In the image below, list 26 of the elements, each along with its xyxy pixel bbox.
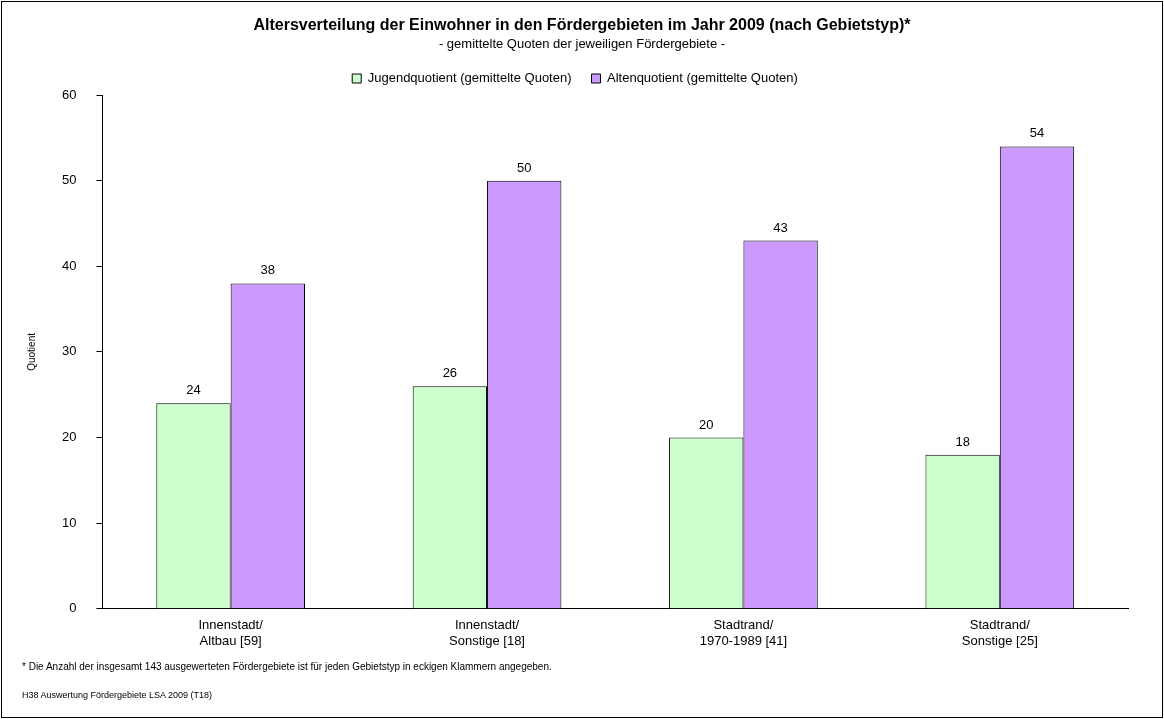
data-label: 54: [1029, 125, 1045, 141]
y-tick-label: 40: [61, 257, 77, 273]
x-tick-label: Stadtrand/ 1970-1989 [41]: [699, 617, 788, 648]
x-tick-label: Innenstadt/ Altbau [59]: [198, 617, 264, 648]
y-tick-label: 0: [69, 600, 77, 616]
legend-label: Jugendquotient (gemittelte Quoten): [367, 70, 572, 86]
data-label: 20: [699, 416, 714, 432]
legend-label: Altenquotient (gemittelte Quoten): [607, 70, 798, 86]
y-tick-label: 20: [61, 429, 77, 445]
chart-title: Altersverteilung der Einwohner in den Fördergebieten im Jahr 2009 (nach Gebietstyp)*: [252, 16, 912, 34]
data-label: 24: [186, 382, 201, 398]
text: * Die Anzahl der insgesamt 143 ausgewerteten Fördergebiete ist für jeden Gebietstyp in eckigen Klammern angegeben.: [22, 661, 552, 672]
y-tick-label: 50: [61, 172, 77, 188]
text: H38 Auswertung Fördergebiete LSA 2009 (T18): [22, 690, 213, 700]
y-tick-label: 60: [61, 86, 77, 102]
y-tick-label: 10: [61, 514, 77, 530]
data-label: 38: [260, 262, 276, 278]
x-tick-label: Stadtrand/ Sonstige [25]: [961, 617, 1038, 648]
data-label: 50: [516, 159, 532, 175]
chart-subtitle: - gemittelte Quoten der jeweiligen Fördergebiete -: [437, 36, 727, 51]
data-label: 18: [955, 433, 970, 449]
y-tick-label: 30: [61, 343, 77, 359]
y-axis-title: Quotient: [25, 332, 37, 371]
data-label: 26: [442, 365, 458, 381]
data-label: 43: [773, 219, 788, 235]
x-tick-label: Innenstadt/ Sonstige [18]: [449, 617, 525, 648]
